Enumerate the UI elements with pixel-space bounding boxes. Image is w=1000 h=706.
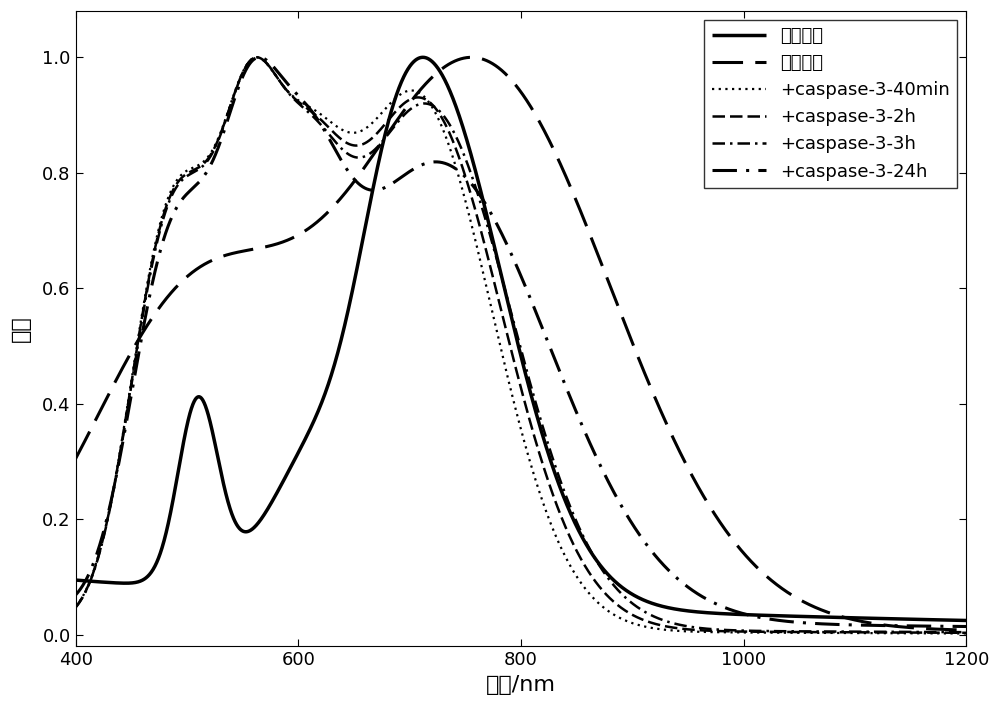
探针材料 (171, 282, 183, 290)
+caspase-3-40min (70, 603, 82, 611)
金纳米棒 (70, 576, 82, 585)
+caspase-3-24h (943, 622, 955, 630)
+caspase-3-24h (847, 621, 859, 629)
+caspase-3-3h (960, 628, 972, 636)
+caspase-3-40min (251, 53, 263, 61)
Line: +caspase-3-24h: +caspase-3-24h (76, 57, 966, 626)
+caspase-3-2h (171, 179, 183, 188)
+caspase-3-2h (224, 102, 236, 111)
金纳米棒 (224, 504, 236, 513)
+caspase-3-40min (450, 163, 462, 172)
+caspase-3-40min (224, 102, 236, 110)
探针材料 (465, 53, 477, 61)
Line: 探针材料: 探针材料 (76, 57, 966, 630)
Line: +caspase-3-2h: +caspase-3-2h (76, 57, 966, 633)
+caspase-3-24h (70, 591, 82, 599)
+caspase-3-24h (253, 53, 265, 61)
+caspase-3-2h (960, 628, 972, 637)
金纳米棒 (171, 473, 183, 481)
+caspase-3-3h (943, 628, 955, 636)
探针材料 (411, 90, 423, 98)
+caspase-3-2h (847, 628, 859, 637)
探针材料 (847, 616, 859, 624)
+caspase-3-3h (251, 53, 263, 61)
+caspase-3-2h (70, 603, 82, 611)
Y-axis label: 强度: 强度 (11, 316, 31, 342)
+caspase-3-2h (943, 628, 955, 637)
Line: 金纳米棒: 金纳米棒 (76, 57, 966, 621)
金纳米棒 (943, 616, 955, 624)
+caspase-3-24h (411, 162, 423, 171)
X-axis label: 波长/nm: 波长/nm (486, 675, 556, 695)
+caspase-3-2h (450, 145, 462, 153)
+caspase-3-3h (450, 132, 462, 140)
+caspase-3-40min (411, 88, 423, 96)
+caspase-3-24h (224, 109, 236, 117)
Line: +caspase-3-40min: +caspase-3-40min (76, 57, 966, 633)
探针材料 (960, 626, 972, 634)
+caspase-3-3h (411, 101, 423, 109)
金纳米棒 (847, 614, 859, 622)
+caspase-3-2h (411, 93, 423, 102)
+caspase-3-24h (960, 622, 972, 630)
探针材料 (943, 626, 955, 634)
金纳米棒 (411, 55, 423, 64)
+caspase-3-40min (960, 629, 972, 638)
+caspase-3-40min (943, 629, 955, 638)
探针材料 (70, 455, 82, 463)
金纳米棒 (960, 616, 972, 625)
+caspase-3-40min (847, 629, 859, 638)
探针材料 (450, 56, 462, 65)
+caspase-3-3h (224, 103, 236, 112)
+caspase-3-40min (171, 176, 183, 184)
+caspase-3-2h (251, 53, 263, 61)
+caspase-3-24h (171, 203, 183, 211)
Legend: 金纳米棒, 探针材料, +caspase-3-40min, +caspase-3-2h, +caspase-3-3h, +caspase-3-24h: 金纳米棒, 探针材料, +caspase-3-40min, +caspase-3… (704, 20, 957, 188)
+caspase-3-3h (847, 628, 859, 636)
+caspase-3-3h (171, 182, 183, 191)
探针材料 (224, 250, 236, 258)
+caspase-3-24h (450, 164, 462, 173)
金纳米棒 (417, 53, 429, 61)
+caspase-3-3h (70, 603, 82, 611)
Line: +caspase-3-3h: +caspase-3-3h (76, 57, 966, 632)
金纳米棒 (450, 102, 462, 111)
